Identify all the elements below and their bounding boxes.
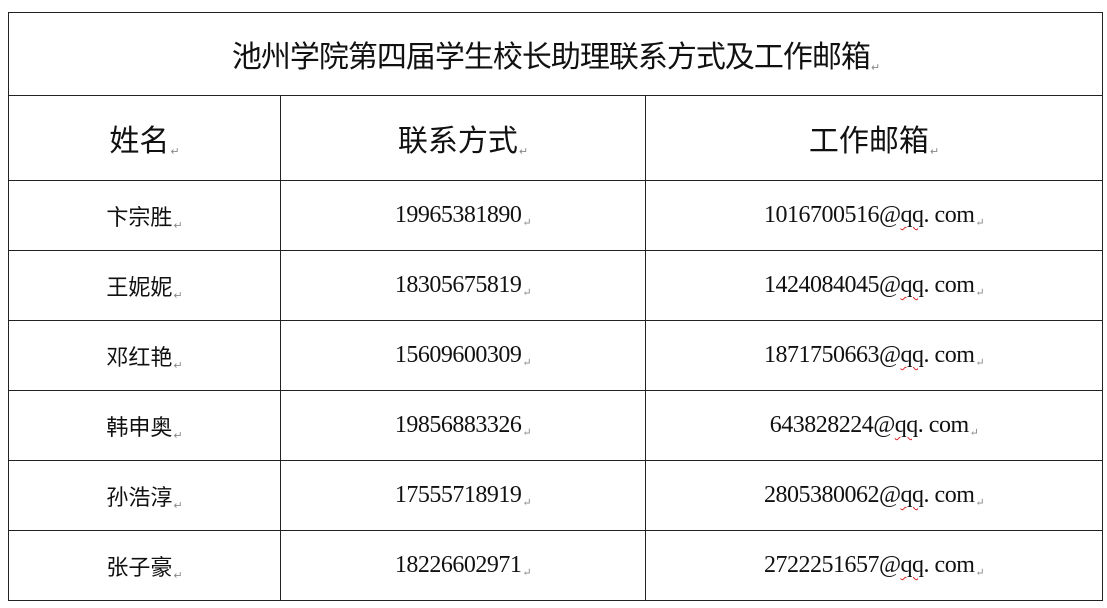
cell-name: 邓红艳 — [8, 320, 281, 391]
cell-phone: 18226602971 — [280, 530, 646, 601]
cell-name: 王妮妮 — [8, 250, 281, 321]
email-text: 1871750663@qq. com — [764, 342, 984, 368]
table-row: 卞宗胜19965381890 1016700516@qq. com — [8, 180, 1104, 251]
cell-phone: 19965381890 — [280, 180, 646, 251]
cell-email: 1016700516@qq. com — [644, 180, 1104, 251]
header-phone: 联系方式 — [280, 95, 646, 181]
table-row: 韩申奥19856883326 643828224@qq. com — [8, 390, 1104, 461]
header-row: 姓名 联系方式 工作邮箱 — [8, 95, 1104, 181]
cell-email: 1871750663@qq. com — [644, 320, 1104, 391]
cell-name: 韩申奥 — [8, 390, 281, 461]
title-row: 池州学院第四届学生校长助理联系方式及工作邮箱 — [7, 12, 1104, 96]
spellcheck-underline: qq — [900, 482, 925, 508]
spellcheck-underline: qq — [900, 552, 925, 578]
cell-phone: 18305675819 — [280, 250, 646, 321]
cell-email: 1424084045@qq. com — [644, 250, 1104, 321]
spellcheck-underline: qq — [900, 272, 925, 298]
cell-phone: 17555718919 — [280, 460, 646, 531]
header-name: 姓名 — [8, 95, 281, 181]
table-row: 王妮妮18305675819 1424084045@qq. com — [8, 250, 1104, 321]
table-title: 池州学院第四届学生校长助理联系方式及工作邮箱 — [7, 12, 1104, 96]
cell-phone: 15609600309 — [280, 320, 646, 391]
email-text: 2805380062@qq. com — [764, 482, 984, 508]
email-text: 1016700516@qq. com — [764, 202, 984, 228]
cell-phone: 19856883326 — [280, 390, 646, 461]
cell-name: 张子豪 — [8, 530, 281, 601]
cell-name: 卞宗胜 — [8, 180, 281, 251]
email-text: 2722251657@qq. com — [764, 552, 984, 578]
email-text: 1424084045@qq. com — [764, 272, 984, 298]
spellcheck-underline: qq — [900, 202, 925, 228]
cell-email: 2722251657@qq. com — [644, 530, 1104, 601]
cell-name: 孙浩淳 — [8, 460, 281, 531]
spellcheck-underline: qq — [894, 412, 919, 438]
contact-table: 池州学院第四届学生校长助理联系方式及工作邮箱 姓名 联系方式 工作邮箱 卞宗胜1… — [7, 12, 1104, 601]
table-row: 孙浩淳17555718919 2805380062@qq. com — [8, 460, 1104, 531]
header-email: 工作邮箱 — [644, 95, 1104, 181]
table-row: 邓红艳15609600309 1871750663@qq. com — [8, 320, 1104, 391]
email-text: 643828224@qq. com — [770, 412, 979, 438]
table-row: 张子豪18226602971 2722251657@qq. com — [8, 530, 1104, 601]
cell-email: 2805380062@qq. com — [644, 460, 1104, 531]
spellcheck-underline: qq — [900, 342, 925, 368]
cell-email: 643828224@qq. com — [644, 390, 1104, 461]
